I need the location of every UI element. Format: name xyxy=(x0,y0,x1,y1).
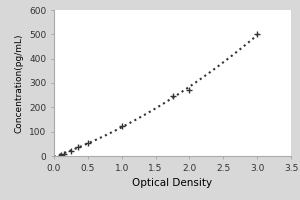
Y-axis label: Concentration(pg/mL): Concentration(pg/mL) xyxy=(15,33,24,133)
X-axis label: Optical Density: Optical Density xyxy=(132,178,213,188)
